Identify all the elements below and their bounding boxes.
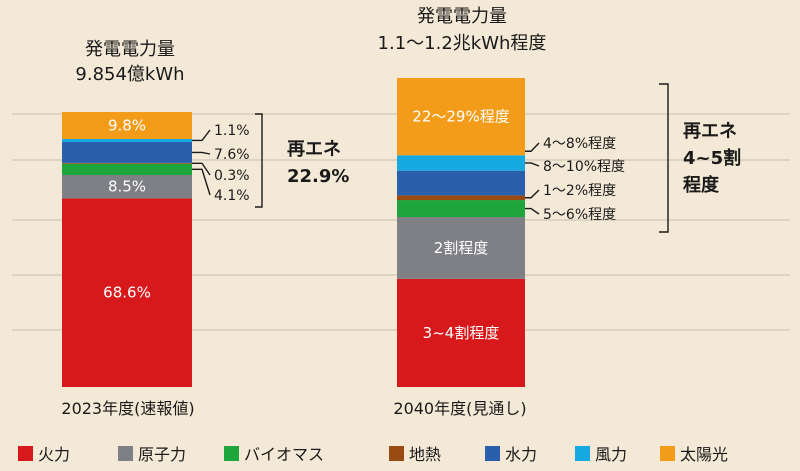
bar-0-leader-4 [192, 151, 211, 155]
legend-swatch-0 [18, 446, 33, 461]
bar-1-label-s3: 1〜2%程度 [543, 183, 616, 199]
header-0-line2: 9.854億kWh [75, 64, 184, 85]
bar-0-leader-3 [192, 162, 211, 176]
bar-0-segment-5 [62, 138, 192, 142]
legend-label-1: 原子力 [138, 445, 186, 464]
category-label-0: 2023年度(速報値) [61, 399, 194, 418]
bar-0-segment-4 [62, 141, 192, 163]
legend-label-2: バイオマス [244, 445, 324, 464]
bar-1-label-s5: 8〜10%程度 [543, 159, 625, 175]
legend-swatch-2 [224, 446, 239, 461]
bar-1-leader-s5 [525, 162, 540, 167]
bar-0-label-2: 4.1% [214, 188, 250, 204]
legend-label-4: 水力 [505, 445, 537, 464]
bar-0-segment-0 [62, 198, 192, 387]
header-0-line1: 発電電力量 [85, 39, 175, 60]
bar-1-label-0: 3~4割程度 [423, 324, 500, 342]
legend-swatch-4 [485, 446, 500, 461]
bar-1-segment-6 [397, 78, 525, 156]
bar-0-segment-6 [62, 112, 192, 139]
bar-1-segment-3 [397, 195, 525, 201]
legend-swatch-6 [660, 446, 675, 461]
header-1-line1: 発電電力量 [417, 6, 507, 27]
bar-1-leader-extra [525, 142, 540, 152]
bar-1-segment-5 [397, 155, 525, 171]
legend-swatch-5 [575, 446, 590, 461]
bar-1-segment-1 [397, 217, 525, 279]
bar-1-segment-2 [397, 200, 525, 218]
bar-0-leader-2 [192, 168, 211, 196]
legend-label-3: 地熱 [409, 445, 441, 464]
bar-0-segment-1 [62, 174, 192, 199]
renewable-label-1-line3: 程度 [683, 174, 720, 196]
legend-label-6: 太陽光 [680, 445, 728, 464]
renewable-bracket-1 [659, 83, 669, 233]
renewable-bracket-0 [255, 113, 263, 208]
bar-1-label-extra: 4〜8%程度 [543, 136, 616, 152]
renewable-label-1-line2: 4~5割 [683, 147, 741, 169]
bar-0-label-5: 1.1% [214, 123, 250, 139]
category-label-1: 2040年度(見通し) [393, 399, 526, 418]
renewable-label-1-line1: 再エネ [683, 121, 737, 142]
renewable-label-0-line1: 再エネ [287, 139, 341, 160]
bar-1-label-s2: 5〜6%程度 [543, 207, 616, 223]
bar-1-label-6: 22〜29%程度 [412, 108, 509, 126]
bar-0-label-1: 8.5% [108, 178, 146, 196]
bar-0-label-6: 9.8% [108, 116, 146, 134]
bar-0-segment-3 [62, 162, 192, 164]
bar-1-segment-0 [397, 278, 525, 387]
legend-swatch-3 [389, 446, 404, 461]
legend-swatch-1 [118, 446, 133, 461]
legend-label-5: 風力 [595, 445, 627, 464]
bar-1-label-1: 2割程度 [434, 239, 489, 257]
bar-0-label-0: 68.6% [103, 284, 151, 302]
bar-0-leader-5 [192, 129, 211, 142]
bar-1-leader-s3 [525, 189, 540, 199]
bar-0-label-4: 7.6% [214, 147, 250, 163]
header-1-line2: 1.1〜1.2兆kWh程度 [378, 33, 547, 54]
bar-0-label-3: 0.3% [214, 168, 250, 184]
legend-label-0: 火力 [38, 445, 70, 464]
bar-0-segment-2 [62, 163, 192, 175]
bar-1-segment-4 [397, 170, 525, 196]
bar-1-leader-s2 [525, 207, 540, 215]
renewable-label-0-line2: 22.9% [287, 166, 349, 187]
